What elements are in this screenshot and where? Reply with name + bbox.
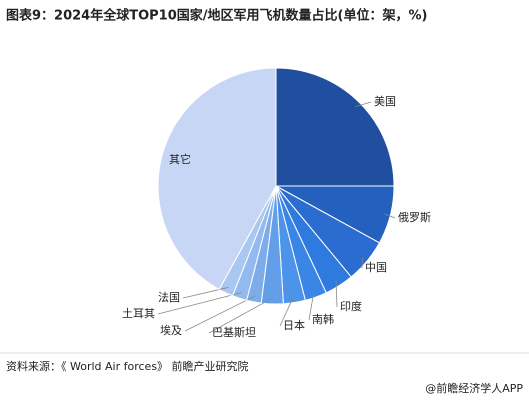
leader-line: [208, 297, 273, 334]
leader-line: [308, 291, 315, 321]
slice-label: 俄罗斯: [398, 211, 431, 224]
slice-label: 美国: [374, 95, 396, 108]
slice-label: 土耳其: [122, 307, 155, 320]
slice-label: 巴基斯坦: [212, 325, 256, 339]
slice-label: 法国: [158, 290, 180, 304]
source: 资料来源：《 World Air forces》 前瞻产业研究院: [6, 359, 249, 373]
slice-label: 日本: [283, 318, 305, 332]
slice-label: 其它: [169, 152, 191, 166]
pie-slice: [157, 67, 277, 291]
slice-label: 中国: [365, 261, 387, 274]
leader-line: [184, 295, 256, 332]
leader-line: [157, 292, 242, 315]
slice-label: 南韩: [312, 312, 334, 326]
pie-slice: [275, 67, 395, 187]
slice-label: 印度: [340, 299, 362, 313]
slice-label: 埃及: [160, 323, 182, 337]
leader-line: [182, 287, 229, 299]
leader-line: [384, 213, 396, 219]
leader-line: [335, 280, 338, 308]
credit: @前瞻经济学人APP: [425, 381, 523, 395]
leader-line: [279, 296, 294, 327]
leader-line: [355, 101, 372, 108]
chart-title: 图表9：2024年全球TOP10国家/地区军用飞机数量占比(单位：架，%): [6, 8, 427, 24]
